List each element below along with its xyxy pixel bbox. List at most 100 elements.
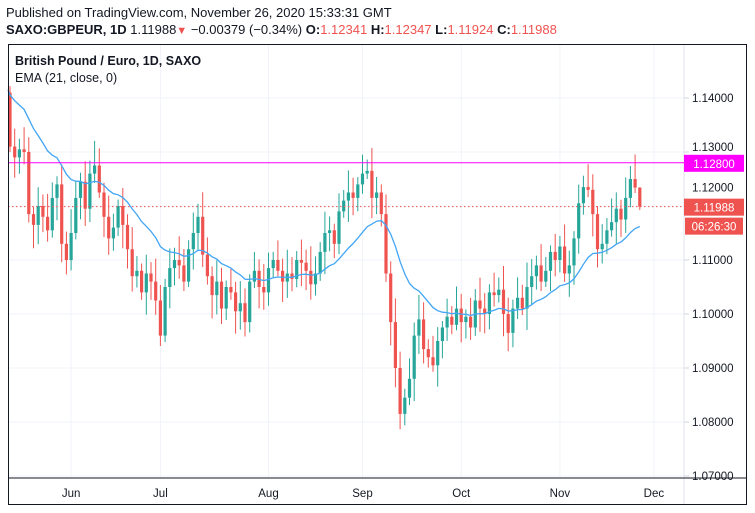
candle (276, 240, 280, 277)
candle (614, 192, 618, 244)
candle-body (417, 319, 421, 336)
candle (50, 182, 54, 238)
candle (595, 205, 600, 268)
candle (158, 284, 162, 346)
candle-body (342, 200, 346, 212)
legend-title: British Pound / Euro, 1D, SAXO (15, 54, 202, 68)
candle-body (497, 289, 501, 296)
candle (492, 272, 496, 307)
candle-body (135, 270, 139, 277)
candle (262, 264, 266, 310)
candle-body (309, 270, 313, 285)
candle-body (69, 233, 73, 260)
candle-body (581, 187, 585, 204)
last-price-label-bg (684, 198, 744, 216)
candle-body (238, 303, 242, 312)
candle-body (182, 265, 186, 282)
candle-body (111, 227, 115, 239)
time-tick-label: Jul (153, 488, 168, 500)
candle (41, 194, 45, 233)
candle-body (224, 287, 228, 309)
price-tick-label: 1.10000 (692, 309, 734, 321)
candle (511, 299, 515, 348)
candle-body (393, 322, 397, 368)
price-tick-label: 1.12000 (692, 183, 734, 195)
candle-body (605, 230, 609, 244)
candle-body (337, 211, 341, 244)
candle (31, 206, 36, 249)
candle-body (530, 276, 534, 287)
high-label: H: (370, 22, 385, 37)
candle-body (407, 378, 412, 398)
candle-body (492, 292, 496, 296)
last-price-label: 1.11988 (694, 203, 735, 215)
candle-body (144, 273, 148, 293)
candle-body (384, 214, 388, 274)
candle-body (290, 273, 294, 279)
candle (534, 255, 538, 290)
candle-body (252, 270, 256, 282)
candle-body (17, 149, 21, 158)
candle (548, 245, 553, 292)
legend-indicator[interactable]: EMA (21, close, 0) (15, 71, 118, 85)
candle-body (501, 289, 506, 314)
candle-body (624, 197, 628, 220)
candle-body (116, 206, 120, 228)
candle (215, 260, 219, 315)
candle (69, 209, 73, 271)
candle-body (422, 319, 426, 350)
candle (403, 388, 407, 426)
candle-body (553, 251, 557, 260)
candle (478, 277, 482, 332)
candle (398, 351, 402, 430)
candle (497, 277, 501, 303)
candle-body (172, 260, 177, 269)
symbol: SAXO:GBPEUR, 1D (6, 22, 127, 37)
down-arrow-icon: ▼ (176, 25, 188, 37)
candle (13, 128, 17, 178)
candle (487, 284, 491, 330)
candle-body (511, 308, 515, 333)
candle (389, 261, 393, 346)
candle (83, 161, 87, 227)
candle-body (295, 260, 299, 279)
candle-body (102, 192, 106, 217)
candle (46, 193, 50, 242)
candle-body (266, 268, 271, 293)
candle-body (412, 335, 416, 379)
candle (144, 254, 148, 315)
candle (516, 277, 520, 319)
candle-body (168, 268, 172, 287)
candle (74, 181, 78, 240)
candle (422, 302, 426, 364)
price-tick-label: 1.09000 (692, 363, 734, 375)
candle-body (158, 300, 162, 336)
candle-body (403, 397, 407, 414)
candle (64, 231, 68, 275)
candle (558, 235, 562, 273)
candle-body (248, 281, 252, 323)
candle (407, 358, 412, 406)
candle-body (215, 281, 219, 296)
candle-body (365, 170, 369, 174)
price-change: −0.00379 (−0.34%) (190, 22, 303, 37)
candle-body (440, 327, 444, 341)
candle (191, 212, 195, 270)
candle-body (544, 270, 548, 282)
candle (196, 203, 200, 250)
candle-body (351, 192, 355, 198)
candle (125, 214, 130, 269)
candle-body (88, 173, 92, 209)
candle-body (628, 179, 632, 198)
candle (379, 184, 383, 227)
candle-body (360, 173, 365, 185)
candle-body (74, 197, 78, 233)
candle-body (436, 341, 440, 366)
candle-body (50, 197, 54, 231)
candle-body (107, 216, 111, 239)
candle (295, 251, 299, 288)
price-tick-label: 1.07000 (692, 471, 734, 483)
candle-body (229, 287, 233, 293)
candle-body (548, 251, 553, 271)
